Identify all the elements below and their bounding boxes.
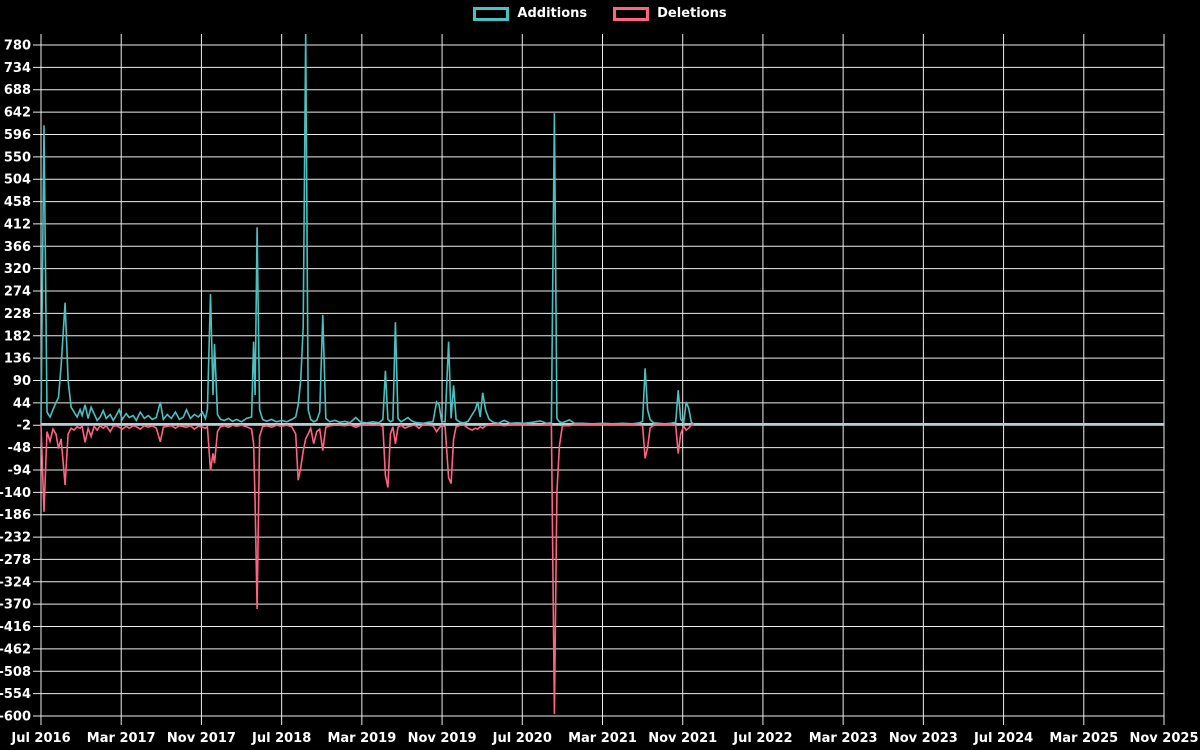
x-tick-label: Mar 2017: [87, 731, 156, 746]
y-tick-label: 458: [4, 195, 31, 210]
additions-legend-label: Additions: [517, 6, 588, 21]
y-tick-label: 412: [4, 217, 31, 232]
y-tick-label: -94: [8, 463, 32, 478]
legend-item-additions[interactable]: Additions: [473, 6, 587, 21]
x-tick-label: Jul 2024: [973, 731, 1033, 746]
y-tick-label: -462: [0, 642, 31, 657]
x-tick-label: Nov 2025: [1130, 731, 1199, 746]
x-tick-label: Nov 2021: [648, 731, 717, 746]
y-tick-label: 780: [4, 39, 31, 54]
y-tick-label: 734: [4, 61, 31, 76]
y-tick-label: 182: [4, 329, 31, 344]
y-tick-label: -600: [0, 710, 31, 725]
chart-legend: Additions Deletions: [0, 6, 1200, 21]
y-tick-label: -508: [0, 665, 31, 680]
y-tick-label: -2: [17, 419, 31, 434]
y-tick-label: 550: [4, 150, 31, 165]
legend-item-deletions[interactable]: Deletions: [613, 6, 727, 21]
y-tick-label: 136: [4, 352, 31, 367]
data-series: [40, 34, 695, 715]
y-tick-label: 274: [4, 285, 31, 300]
x-tick-label: Jul 2018: [251, 731, 311, 746]
y-tick-label: 504: [4, 173, 31, 188]
y-tick-label: -416: [0, 620, 31, 635]
x-tick-label: Jul 2022: [732, 731, 792, 746]
y-tick-label: -48: [8, 441, 32, 456]
x-grid-and-labels: Jul 2016 Mar 2017 Nov 2017 Jul 2018 Mar 2019…: [10, 34, 1199, 746]
y-tick-label: 228: [4, 307, 31, 322]
x-tick-label: Mar 2025: [1049, 731, 1118, 746]
x-tick-label: Nov 2017: [167, 731, 236, 746]
y-tick-label: 688: [4, 83, 31, 98]
deletions-legend-swatch: [613, 6, 650, 21]
y-tick-label: 320: [4, 262, 31, 277]
x-tick-label: Mar 2021: [568, 731, 637, 746]
x-tick-label: Mar 2019: [327, 731, 396, 746]
y-tick-label: -278: [0, 553, 31, 568]
y-tick-label: -232: [0, 531, 31, 546]
y-tick-label: -140: [0, 486, 31, 501]
y-tick-label: 596: [4, 128, 31, 143]
deletions-line: [40, 423, 694, 715]
deletions-legend-label: Deletions: [657, 6, 727, 21]
y-grid-and-labels: 780 734 688 642 596 550 504 458 412 366 320 274 228 1…: [0, 39, 1164, 725]
y-tick-label: 366: [4, 240, 31, 255]
y-tick-label: -370: [0, 598, 31, 613]
x-tick-label: Nov 2019: [408, 731, 477, 746]
x-tick-label: Jul 2020: [492, 731, 552, 746]
y-tick-label: 90: [13, 374, 31, 389]
y-tick-label: -186: [0, 508, 31, 523]
y-tick-label: 44: [13, 396, 31, 411]
y-tick-label: -324: [0, 575, 31, 590]
y-tick-label: -554: [0, 687, 31, 702]
x-tick-label: Mar 2023: [809, 731, 878, 746]
x-tick-label: Nov 2023: [889, 731, 958, 746]
additions-line: [40, 34, 695, 425]
additions-legend-swatch: [473, 6, 510, 21]
y-tick-label: 642: [4, 106, 31, 121]
x-tick-label: Jul 2016: [10, 731, 70, 746]
